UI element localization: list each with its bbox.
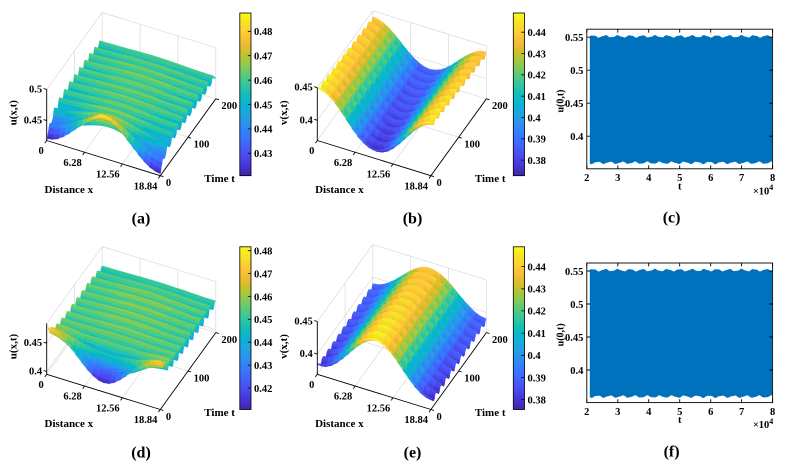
svg-text:3: 3 xyxy=(615,173,620,184)
svg-text:7: 7 xyxy=(739,173,744,184)
svg-text:200: 200 xyxy=(221,335,237,346)
svg-text:×104: ×104 xyxy=(753,183,773,197)
svg-text:0.46: 0.46 xyxy=(254,292,272,303)
svg-text:0.5: 0.5 xyxy=(29,85,42,96)
svg-text:0.45: 0.45 xyxy=(254,100,272,111)
svg-text:Distance x: Distance x xyxy=(45,418,94,430)
svg-text:8: 8 xyxy=(770,173,775,184)
svg-text:0.45: 0.45 xyxy=(254,315,272,326)
svg-text:0.4: 0.4 xyxy=(29,367,43,378)
svg-text:0.5: 0.5 xyxy=(570,66,583,77)
svg-text:0.48: 0.48 xyxy=(254,27,272,38)
svg-text:0.4: 0.4 xyxy=(528,113,542,124)
svg-text:0.47: 0.47 xyxy=(254,52,272,63)
svg-text:18.84: 18.84 xyxy=(134,415,158,426)
svg-text:0: 0 xyxy=(166,412,171,423)
svg-text:0.41: 0.41 xyxy=(528,92,546,103)
svg-text:v(x,t): v(x,t) xyxy=(278,100,290,125)
svg-text:u(x,t): u(x,t) xyxy=(7,100,19,126)
svg-text:0: 0 xyxy=(39,380,44,391)
svg-text:Time t: Time t xyxy=(204,173,235,185)
svg-text:0.45: 0.45 xyxy=(24,116,42,127)
svg-text:0.43: 0.43 xyxy=(254,361,272,372)
svg-text:0.42: 0.42 xyxy=(254,384,272,395)
svg-text:0.48: 0.48 xyxy=(254,247,272,258)
svg-text:18.84: 18.84 xyxy=(404,181,428,192)
svg-text:0.45: 0.45 xyxy=(294,83,312,94)
svg-text:0.43: 0.43 xyxy=(254,149,272,160)
svg-text:6: 6 xyxy=(708,173,713,184)
svg-text:Distance x: Distance x xyxy=(315,184,364,196)
svg-text:12.56: 12.56 xyxy=(96,170,120,181)
svg-text:Distance x: Distance x xyxy=(45,184,94,196)
svg-text:6.28: 6.28 xyxy=(334,158,352,169)
svg-text:100: 100 xyxy=(194,140,210,151)
svg-text:12.56: 12.56 xyxy=(96,403,120,414)
svg-text:2: 2 xyxy=(584,173,589,184)
svg-text:18.84: 18.84 xyxy=(134,181,158,192)
svg-text:0.38: 0.38 xyxy=(528,156,546,167)
svg-text:6.28: 6.28 xyxy=(63,158,81,169)
svg-text:6.28: 6.28 xyxy=(63,392,81,403)
svg-text:0.46: 0.46 xyxy=(254,76,272,87)
svg-text:Time t: Time t xyxy=(204,407,235,419)
svg-text:0.42: 0.42 xyxy=(528,71,546,82)
svg-text:100: 100 xyxy=(194,374,210,385)
svg-text:0.44: 0.44 xyxy=(254,338,273,349)
svg-text:0.4: 0.4 xyxy=(570,132,584,143)
svg-text:0.4: 0.4 xyxy=(300,115,314,126)
svg-text:100: 100 xyxy=(464,140,480,151)
svg-text:0.43: 0.43 xyxy=(528,49,546,60)
svg-text:0: 0 xyxy=(309,146,314,157)
svg-text:u(x,t): u(x,t) xyxy=(7,333,19,359)
svg-text:200: 200 xyxy=(221,101,237,112)
svg-text:0: 0 xyxy=(437,178,442,189)
svg-text:0.47: 0.47 xyxy=(254,269,272,280)
svg-text:200: 200 xyxy=(492,101,508,112)
svg-text:0: 0 xyxy=(166,178,171,189)
svg-text:0.45: 0.45 xyxy=(565,99,583,110)
svg-text:0.44: 0.44 xyxy=(528,28,547,39)
svg-text:0.45: 0.45 xyxy=(24,338,42,349)
svg-text:0.55: 0.55 xyxy=(565,33,583,44)
svg-text:4: 4 xyxy=(646,173,652,184)
svg-text:t: t xyxy=(678,181,682,192)
svg-text:0.44: 0.44 xyxy=(254,125,273,136)
svg-text:Time t: Time t xyxy=(475,173,506,185)
svg-text:0: 0 xyxy=(39,146,44,157)
svg-text:u(0,t): u(0,t) xyxy=(556,89,567,112)
svg-text:0.39: 0.39 xyxy=(528,135,546,146)
svg-text:12.56: 12.56 xyxy=(367,170,391,181)
svg-text:5: 5 xyxy=(677,173,682,184)
